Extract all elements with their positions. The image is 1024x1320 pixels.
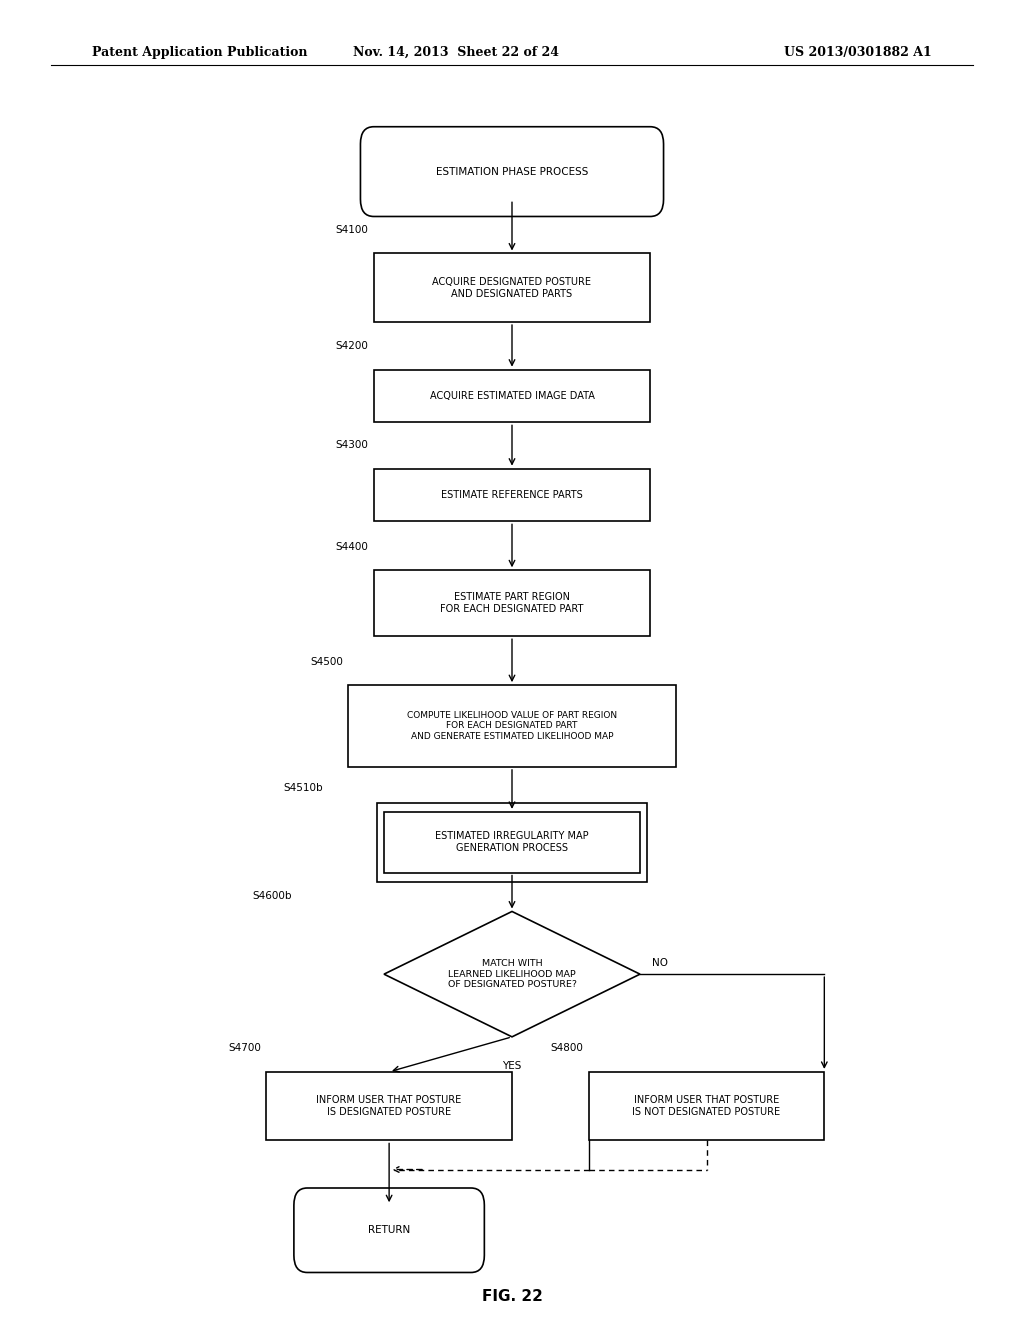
Text: YES: YES	[503, 1061, 521, 1071]
FancyBboxPatch shape	[360, 127, 664, 216]
Text: INFORM USER THAT POSTURE
IS NOT DESIGNATED POSTURE: INFORM USER THAT POSTURE IS NOT DESIGNAT…	[633, 1096, 780, 1117]
Text: US 2013/0301882 A1: US 2013/0301882 A1	[784, 46, 932, 58]
Polygon shape	[384, 911, 640, 1038]
Text: Patent Application Publication: Patent Application Publication	[92, 46, 307, 58]
Text: S4100: S4100	[336, 224, 369, 235]
Text: MATCH WITH
LEARNED LIKELIHOOD MAP
OF DESIGNATED POSTURE?: MATCH WITH LEARNED LIKELIHOOD MAP OF DES…	[447, 960, 577, 989]
Text: FIG. 22: FIG. 22	[481, 1288, 543, 1304]
Text: S4500: S4500	[310, 656, 343, 667]
Text: ACQUIRE DESIGNATED POSTURE
AND DESIGNATED PARTS: ACQUIRE DESIGNATED POSTURE AND DESIGNATE…	[432, 277, 592, 298]
Bar	[374, 469, 650, 521]
Text: COMPUTE LIKELIHOOD VALUE OF PART REGION
FOR EACH DESIGNATED PART
AND GENERATE ES: COMPUTE LIKELIHOOD VALUE OF PART REGION …	[407, 711, 617, 741]
Bar	[374, 253, 650, 322]
Text: INFORM USER THAT POSTURE
IS DESIGNATED POSTURE: INFORM USER THAT POSTURE IS DESIGNATED P…	[316, 1096, 462, 1117]
Text: S4200: S4200	[336, 341, 369, 351]
Text: ESTIMATE PART REGION
FOR EACH DESIGNATED PART: ESTIMATE PART REGION FOR EACH DESIGNATED…	[440, 593, 584, 614]
Bar	[377, 803, 647, 882]
Bar	[266, 1072, 512, 1140]
Text: S4700: S4700	[228, 1043, 261, 1053]
Text: Nov. 14, 2013  Sheet 22 of 24: Nov. 14, 2013 Sheet 22 of 24	[352, 46, 559, 58]
FancyBboxPatch shape	[294, 1188, 484, 1272]
Text: RETURN: RETURN	[368, 1225, 411, 1236]
Text: S4600b: S4600b	[252, 891, 292, 900]
Text: S4800: S4800	[551, 1043, 584, 1053]
Text: ESTIMATE REFERENCE PARTS: ESTIMATE REFERENCE PARTS	[441, 490, 583, 500]
Text: NO: NO	[652, 957, 669, 968]
Text: S4510b: S4510b	[283, 783, 323, 793]
Bar	[348, 685, 676, 767]
Bar	[374, 570, 650, 636]
Text: S4300: S4300	[336, 440, 369, 450]
Text: ESTIMATION PHASE PROCESS: ESTIMATION PHASE PROCESS	[436, 166, 588, 177]
Bar	[384, 812, 640, 873]
Text: ACQUIRE ESTIMATED IMAGE DATA: ACQUIRE ESTIMATED IMAGE DATA	[429, 391, 595, 401]
Bar	[589, 1072, 824, 1140]
Text: ESTIMATED IRREGULARITY MAP
GENERATION PROCESS: ESTIMATED IRREGULARITY MAP GENERATION PR…	[435, 832, 589, 853]
Bar	[374, 370, 650, 422]
Text: S4400: S4400	[336, 541, 369, 552]
